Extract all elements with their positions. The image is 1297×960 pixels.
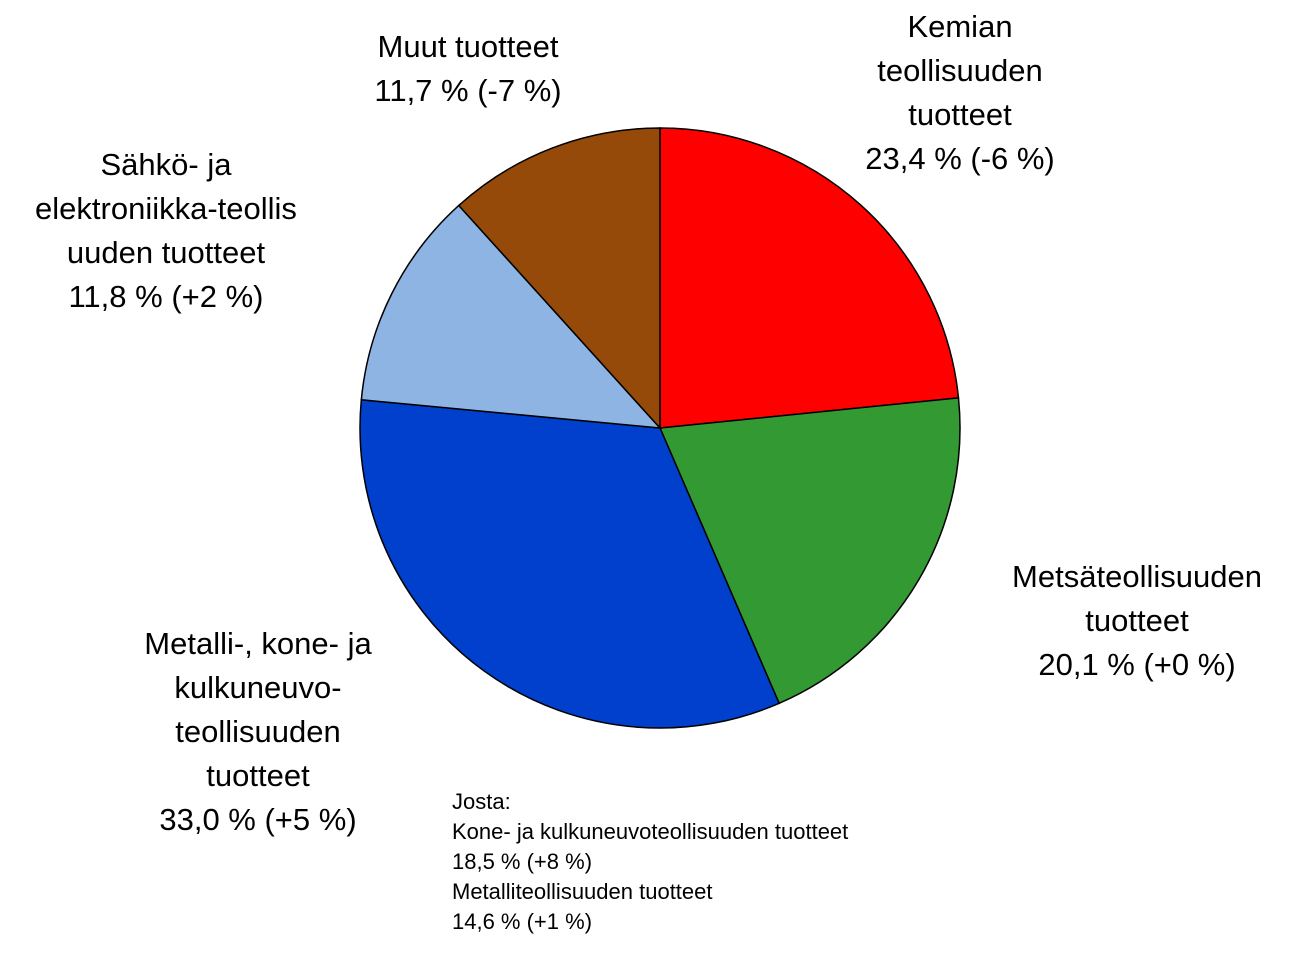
- annotation: Josta:: [452, 789, 511, 814]
- value-label: 33,0 % (+5 %): [159, 802, 357, 837]
- pie-slice: [659, 127, 960, 429]
- pie-slice: [457, 127, 661, 430]
- value-label: 23,4 % (-6 %): [865, 141, 1055, 176]
- category-name: Metsäteollisuuden tuotteet: [1012, 559, 1262, 638]
- value-label: 11,7 % (-7 %): [374, 73, 562, 108]
- annotation: 18,5 % (+8 %): [452, 849, 593, 874]
- pie-slice: [360, 204, 662, 429]
- slice-label: Kemian teollisuuden tuotteet 23,4 % (-6 %…: [865, 5, 1055, 181]
- category-name: Kemian teollisuuden tuotteet: [877, 9, 1043, 132]
- value-label: 11,8 % (+2 %): [68, 279, 264, 314]
- pie-slice: [359, 398, 781, 729]
- category-name: Muut tuotteet: [377, 29, 559, 64]
- slice-label: Metalli-, kone- ja kulkuneuvo- teollisuu…: [144, 622, 371, 842]
- slice-label: Muut tuotteet 11,7 % (-7 %): [374, 25, 561, 113]
- category-name: Metalli-, kone- ja kulkuneuvo- teollisuu…: [144, 626, 372, 793]
- annotation: Metalliteollisuuden tuotteet: [452, 879, 713, 904]
- pie-slice: [658, 397, 961, 705]
- annotation-block: Josta: Kone- ja kulkuneuvoteollisuuden tu…: [452, 787, 848, 937]
- slice-label: Sähkö- ja elektroniikka-teollis uuden tu…: [35, 143, 297, 319]
- slice-label: Metsäteollisuuden tuotteet 20,1 % (+0 %): [1012, 555, 1262, 687]
- annotation: Kone- ja kulkuneuvoteollisuuden tuotteet: [452, 819, 849, 844]
- category-name: Sähkö- ja elektroniikka-teollis uuden tu…: [35, 147, 297, 270]
- value-label: 20,1 % (+0 %): [1038, 647, 1236, 682]
- annotation: 14,6 % (+1 %): [452, 909, 593, 934]
